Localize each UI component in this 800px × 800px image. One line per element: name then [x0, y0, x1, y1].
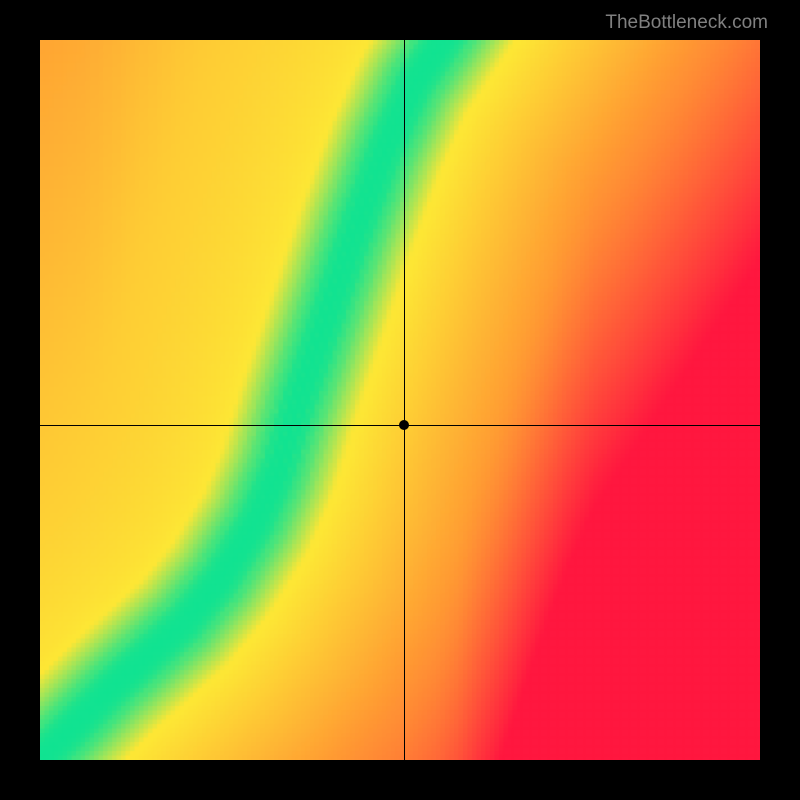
- watermark-text: TheBottleneck.com: [605, 12, 768, 34]
- crosshair-marker[interactable]: [399, 420, 409, 430]
- crosshair-vertical: [404, 40, 405, 760]
- heatmap-canvas: [40, 40, 760, 760]
- heatmap-plot: [40, 40, 760, 760]
